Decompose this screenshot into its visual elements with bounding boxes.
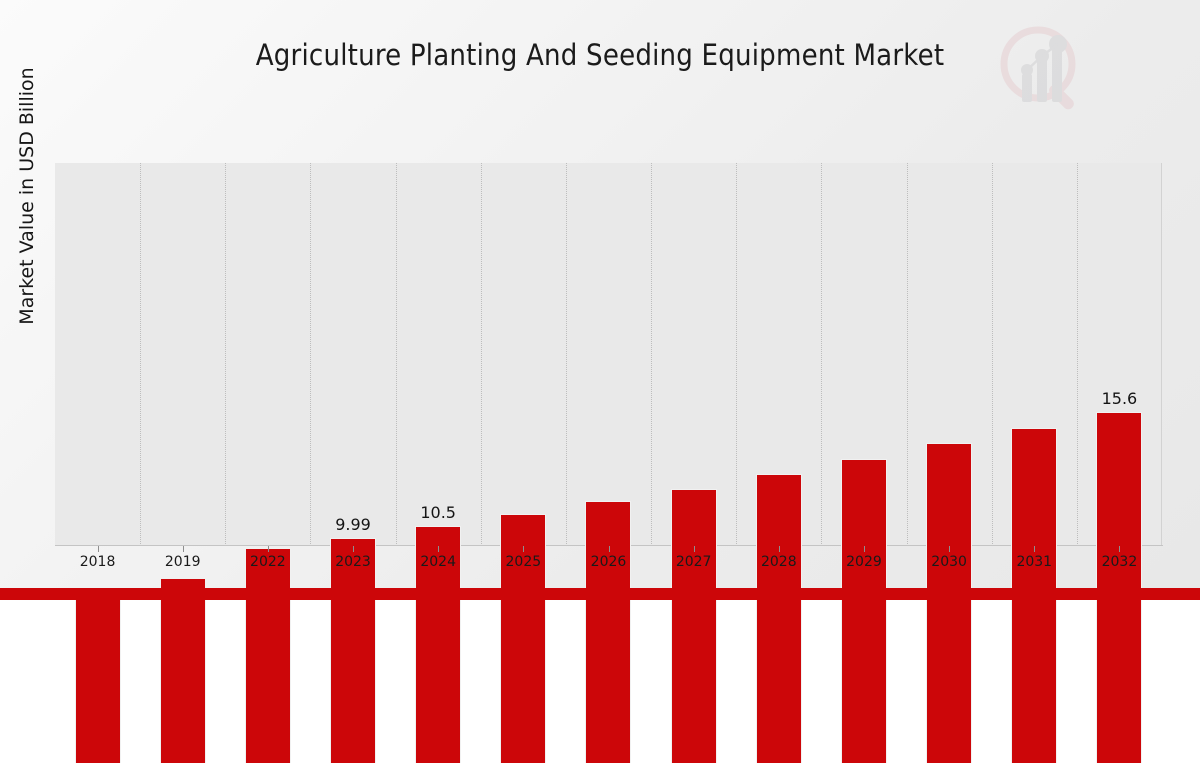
bar-slot [566,163,651,763]
page-title: Agriculture Planting And Seeding Equipme… [255,38,945,72]
market-research-magnifier-logo [996,22,1092,118]
gridline [225,163,227,546]
bar-value-label-2024: 10.5 [420,503,456,523]
gridline [140,163,142,546]
gridline [395,163,397,546]
x-axis-tick-label-2022: 2022 [250,554,286,570]
bar-slot [651,163,736,763]
gridline [906,163,908,546]
x-axis-tick-label-2032: 2032 [1101,554,1138,570]
bar-2026[interactable] [585,501,632,763]
gridline [565,163,567,546]
tick-mark-2027 [693,546,695,552]
bar-slot [907,163,992,763]
x-axis-tick-label-2031: 2031 [1016,554,1053,570]
gridline [1076,163,1078,546]
x-axis-tick-label-2030: 2030 [931,554,967,570]
bar-slot [821,163,906,763]
bar-value-label-2023: 9.99 [335,514,371,534]
bar-2029[interactable] [840,458,887,763]
x-axis-tick-label-2019: 2019 [164,554,201,570]
x-axis-tick-label-2027: 2027 [675,554,712,570]
gridline [651,163,653,546]
tick-mark-2023 [353,546,355,552]
bar-value-label-2032: 15.6 [1101,388,1138,408]
x-axis-tick-label-2028: 2028 [760,554,797,570]
x-axis-tick-label-2029: 2029 [846,554,882,570]
tick-mark-2031 [1034,546,1036,552]
bar-slot [736,163,821,763]
gridline [736,163,738,546]
tick-mark-2028 [778,546,780,552]
tick-mark-2025 [523,546,525,552]
bar-2028[interactable] [755,473,802,763]
tick-mark-2029 [863,546,865,552]
bar-slot [992,163,1077,763]
tick-mark-2032 [1119,546,1121,552]
y-axis-label: Market Value in USD Billion [16,67,38,325]
x-axis-tick-label-2018: 2018 [79,554,116,570]
bar-2019[interactable] [159,577,206,763]
x-axis-tick-label-2026: 2026 [590,554,627,570]
tick-mark-2030 [949,546,951,552]
bar-slot: 15.6 [1077,163,1162,763]
bar-slot [140,163,225,763]
plot-area [55,163,1162,546]
bar-2030[interactable] [926,443,973,763]
x-axis-tick-label-2024: 2024 [420,554,457,570]
bar-slot [55,163,140,763]
gridline [480,163,482,546]
gridline [310,163,312,546]
gridline [991,163,993,546]
tick-mark-2024 [438,546,440,552]
bar-slot: 10.5 [396,163,481,763]
bar-slot: 9.99 [310,163,395,763]
tick-mark-2019 [182,546,184,552]
tick-mark-2022 [267,546,269,552]
bar-2022[interactable] [244,547,291,763]
bar-slot [225,163,310,763]
bar-2018[interactable] [74,591,121,763]
x-axis-tick-label-2025: 2025 [505,554,542,570]
tick-mark-2026 [608,546,610,552]
bar-slot [481,163,566,763]
x-axis-tick-label-2023: 2023 [335,554,371,570]
gridline [821,163,823,546]
bar-2023[interactable] [330,537,377,763]
bar-2027[interactable] [670,488,717,763]
tick-mark-2018 [97,546,99,552]
footer-accent-bar [0,588,1200,600]
